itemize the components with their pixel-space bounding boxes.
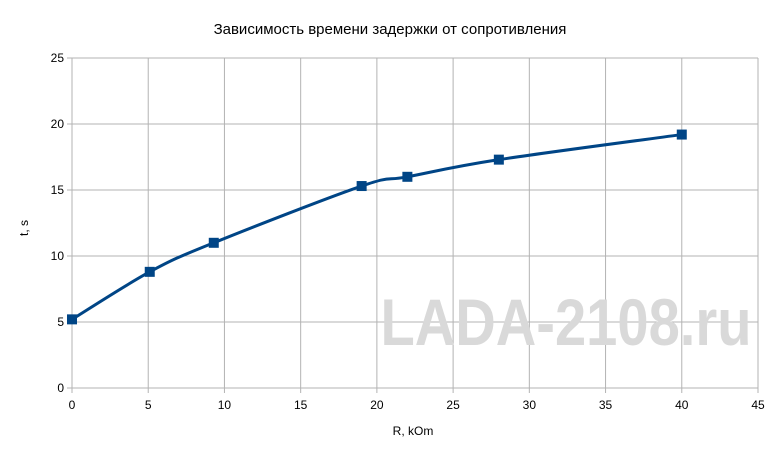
axes [67,57,759,393]
y-tick-label: 0 [57,381,64,395]
y-tick-label: 5 [57,315,64,329]
y-tick-label: 15 [51,183,65,197]
y-tick-label: 20 [51,117,65,131]
y-tick-labels: 0 5 10 15 20 25 [51,51,65,395]
y-tick-label: 10 [51,249,65,263]
series-group [67,129,687,325]
data-point-marker [402,171,413,182]
watermark: LADA-2108.ru [381,286,752,359]
plot-grid [72,57,759,388]
x-tick-label: 40 [675,398,689,412]
data-point-marker [208,237,219,248]
x-axis-label: R, kOm [393,424,434,438]
x-tick-label: 5 [145,398,152,412]
data-point-marker [676,129,687,140]
x-tick-label: 0 [69,398,76,412]
data-point-marker [493,154,504,165]
x-tick-label: 25 [446,398,460,412]
data-point-marker [356,181,367,192]
chart-title: Зависимость времени задержки от сопротив… [214,21,567,38]
x-tick-label: 15 [294,398,308,412]
data-point-marker [67,314,77,325]
y-axis-label: t, s [17,220,31,236]
x-tick-labels: 0 5 10 15 20 25 30 35 40 45 [69,398,765,412]
x-tick-label: 30 [523,398,537,412]
x-tick-label: 10 [218,398,232,412]
x-tick-label: 45 [751,398,765,412]
x-tick-label: 20 [370,398,384,412]
y-tick-label: 25 [51,51,65,65]
data-point-marker [144,266,155,277]
x-tick-label: 35 [599,398,613,412]
